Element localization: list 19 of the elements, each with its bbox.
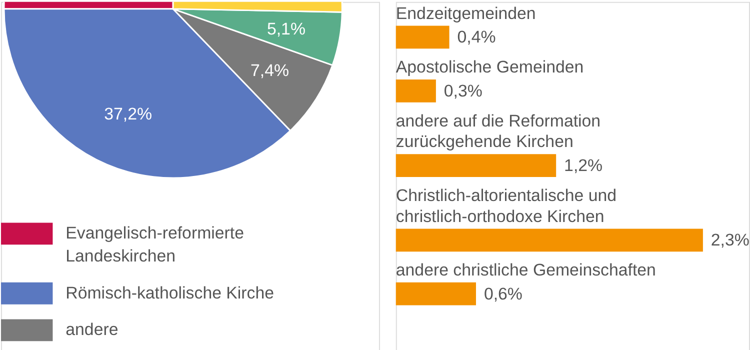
bar bbox=[396, 282, 476, 306]
y-tick-label: Endzeitgemeinden bbox=[396, 4, 536, 23]
legend-label: Evangelisch-reformierte Landeskirchen bbox=[66, 224, 244, 266]
bar bbox=[396, 26, 450, 49]
y-tick-label: andere auf die Reformation zurückgehende Kirchen bbox=[396, 111, 601, 152]
y-tick-label: andere christliche Gemeinschaften bbox=[396, 260, 656, 280]
legend-label: andere bbox=[66, 320, 118, 340]
y-tick-label: Christlich-altorientalische und christlich-orthodoxe Kirchen bbox=[396, 186, 617, 226]
y-tick-label: Apostolische Gemeinden bbox=[396, 58, 584, 77]
data-label: 2,3% bbox=[710, 230, 750, 250]
data-label: 0,6% bbox=[484, 284, 522, 304]
data-label: 1,2% bbox=[564, 156, 603, 176]
bar bbox=[396, 154, 556, 177]
data-label: 37,2% bbox=[104, 104, 152, 124]
legend-label: Römisch-katholische Kirche bbox=[66, 283, 274, 302]
data-label: 7,4% bbox=[250, 61, 290, 80]
data-label: 0,4% bbox=[457, 28, 496, 47]
data-label: 0,3% bbox=[444, 81, 482, 100]
data-label: 5,1% bbox=[266, 19, 306, 38]
